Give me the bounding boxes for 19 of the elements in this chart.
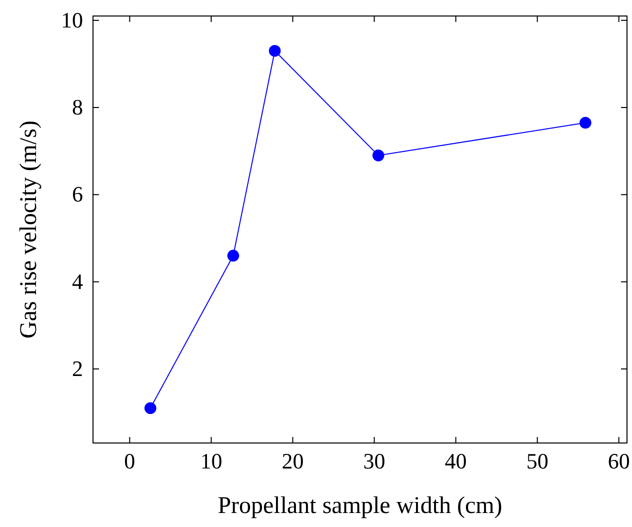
y-tick-label: 10 bbox=[61, 7, 83, 32]
point bbox=[144, 402, 156, 414]
x-axis-title: Propellant sample width (cm) bbox=[218, 493, 502, 519]
x-tick-label: 20 bbox=[282, 448, 304, 474]
point bbox=[372, 150, 384, 162]
y-axis-title: Gas rise velocity (m/s) bbox=[16, 120, 42, 338]
y-tick-label: 2 bbox=[72, 356, 83, 381]
y-tick-label: 4 bbox=[72, 268, 83, 294]
y-tick-label: 6 bbox=[72, 182, 83, 207]
point bbox=[580, 116, 592, 129]
x-tick-label: 30 bbox=[363, 448, 386, 474]
x-tick-label: 0 bbox=[124, 448, 136, 474]
x-tick-label: 50 bbox=[526, 448, 548, 474]
x-tick-label: 40 bbox=[444, 448, 467, 474]
y-tick-label: 8 bbox=[72, 94, 83, 120]
point bbox=[268, 44, 281, 57]
x-tick-label: 10 bbox=[200, 448, 222, 474]
point bbox=[227, 250, 240, 262]
x-tick-label: 60 bbox=[608, 448, 630, 474]
